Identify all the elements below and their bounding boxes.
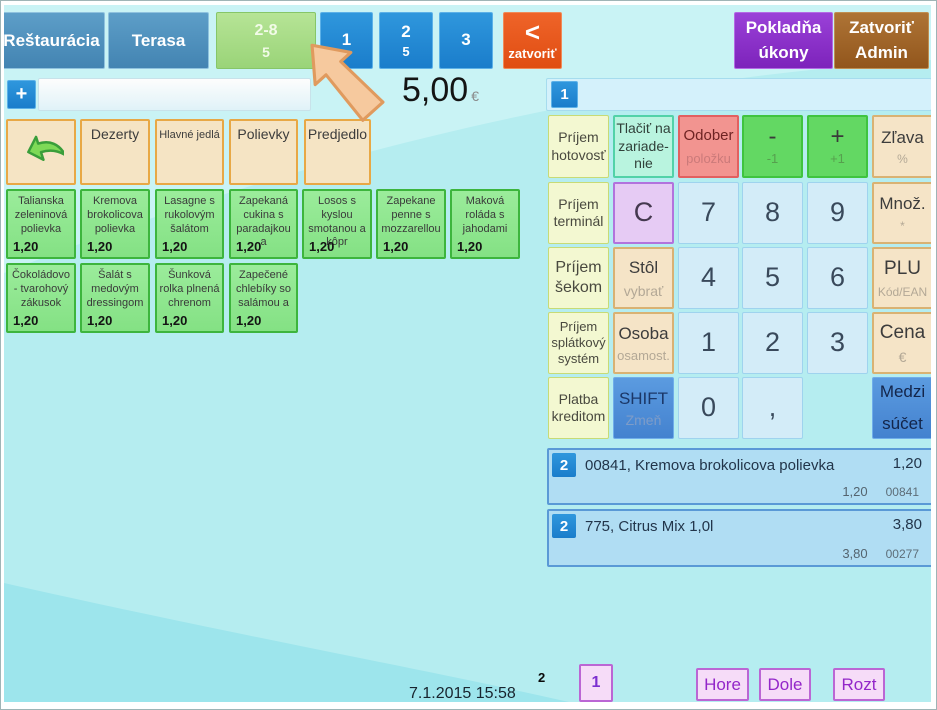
- tab-restauracia[interactable]: Reštaurácia: [4, 12, 105, 69]
- order-qty-badge: 2: [552, 514, 576, 538]
- key-quantity[interactable]: Množ. *: [872, 182, 931, 244]
- category-predjedlo[interactable]: Predjedlo: [304, 119, 371, 185]
- table-button-2-8[interactable]: 2-8 5: [216, 12, 316, 69]
- key-2[interactable]: 2: [742, 312, 803, 374]
- plus-icon: +: [15, 83, 28, 105]
- key-table-select[interactable]: Stôl vybrať: [613, 247, 674, 309]
- key-price[interactable]: Cena €: [872, 312, 931, 374]
- category-back-button[interactable]: [6, 119, 76, 185]
- key-prijem-hotovost[interactable]: Príjem hotovosť: [548, 115, 609, 178]
- product-tile[interactable]: Zapečené chlebíky so salámou a 1,20: [229, 263, 298, 333]
- key-3[interactable]: 3: [807, 312, 868, 374]
- key-prijem-terminal[interactable]: Príjem terminál: [548, 182, 609, 244]
- key-minus[interactable]: - -1: [742, 115, 803, 178]
- tab-label: Reštaurácia: [4, 30, 100, 50]
- order-row[interactable]: 2 775, Citrus Mix 1,0l 3,80 3,80 00277: [547, 509, 931, 567]
- add-button[interactable]: +: [7, 80, 36, 109]
- key-4[interactable]: 4: [678, 247, 739, 309]
- order-item-name: 775, Citrus Mix 1,0l: [585, 518, 714, 535]
- order-item-price: 3,80: [892, 516, 922, 533]
- table-button-2[interactable]: 2 5: [379, 12, 433, 69]
- cursor-arrow-icon: [282, 17, 404, 141]
- page-button[interactable]: 1: [579, 664, 613, 702]
- key-prijem-splatkovy[interactable]: Príjem splátkový systém: [548, 312, 609, 374]
- search-input[interactable]: [38, 78, 311, 111]
- key-print-device[interactable]: Tlačiť na zariade- nie: [613, 115, 674, 178]
- key-clear[interactable]: C: [613, 182, 674, 244]
- key-1[interactable]: 1: [678, 312, 739, 374]
- panel-tab-1[interactable]: 1: [551, 81, 578, 108]
- order-row[interactable]: 2 00841, Kremova brokolicova polievka 1,…: [547, 448, 931, 505]
- key-plus[interactable]: + +1: [807, 115, 868, 178]
- currency-symbol: €: [471, 88, 479, 104]
- key-person[interactable]: Osoba osamost.: [613, 312, 674, 374]
- product-tile[interactable]: Zapekane penne s mozzarellou 1,20: [376, 189, 446, 259]
- product-tile[interactable]: Talianska zeleninová polievka 1,20: [6, 189, 76, 259]
- order-item-price: 1,20: [892, 455, 922, 472]
- key-comma[interactable]: ,: [742, 377, 803, 439]
- key-platba-kreditom[interactable]: Platba kreditom: [548, 377, 609, 439]
- order-qty-badge: 2: [552, 453, 576, 477]
- key-6[interactable]: 6: [807, 247, 868, 309]
- table-button-3[interactable]: 3: [439, 12, 493, 69]
- back-arrow-icon: [27, 135, 64, 162]
- product-tile[interactable]: Šunková rolka plnená chrenom 1,20: [155, 263, 224, 333]
- key-remove-item[interactable]: Odober položku: [678, 115, 739, 178]
- key-discount[interactable]: Zľava %: [872, 115, 931, 178]
- category-hlavne-jedla[interactable]: Hlavné jedlá: [155, 119, 224, 185]
- product-tile[interactable]: Losos s kyslou smotanou a kôpr 1,20: [302, 189, 372, 259]
- key-prijem-sekom[interactable]: Príjem šekom: [548, 247, 609, 309]
- item-count-label: 2: [538, 670, 546, 685]
- total-display: 5,00 €: [334, 71, 479, 110]
- key-7[interactable]: 7: [678, 182, 739, 244]
- back-chevron-icon: <: [524, 16, 541, 47]
- key-shift[interactable]: SHIFT Zmeň: [613, 377, 674, 439]
- cash-actions-button[interactable]: Pokladňa úkony: [734, 12, 833, 69]
- datetime-label: 7.1.2015 15:58: [409, 685, 516, 702]
- plus-icon: +: [830, 123, 845, 151]
- key-plu[interactable]: PLU Kód/EAN: [872, 247, 931, 309]
- expand-button[interactable]: Rozt: [833, 668, 885, 701]
- product-tile[interactable]: Šalát s medovým dressingom 1,20: [80, 263, 150, 333]
- key-0[interactable]: 0: [678, 377, 739, 439]
- minus-icon: -: [768, 123, 777, 151]
- category-dezerty[interactable]: Dezerty: [80, 119, 150, 185]
- tab-terasa[interactable]: Terasa: [108, 12, 209, 69]
- product-tile[interactable]: Čokoládovo - tvarohový zákusok 1,20: [6, 263, 76, 333]
- key-subtotal[interactable]: Medzi súčet: [872, 377, 931, 439]
- category-polievky[interactable]: Polievky: [229, 119, 298, 185]
- tab-label: Terasa: [131, 30, 186, 50]
- close-admin-button[interactable]: Zatvoriť Admin: [834, 12, 929, 69]
- order-item-subline: 1,20 00841: [842, 484, 919, 499]
- key-8[interactable]: 8: [742, 182, 803, 244]
- scroll-up-button[interactable]: Hore: [696, 668, 749, 701]
- product-tile[interactable]: Kremova brokolicova polievka 1,20: [80, 189, 150, 259]
- panel-tab-bar: [546, 78, 931, 111]
- close-button[interactable]: < zatvoriť: [503, 12, 562, 69]
- product-tile[interactable]: Zapekaná cukina s paradajkou a 1,20: [229, 189, 298, 259]
- total-amount: 5,00: [402, 71, 469, 109]
- key-5[interactable]: 5: [742, 247, 803, 309]
- order-item-subline: 3,80 00277: [842, 546, 919, 561]
- product-tile[interactable]: Lasagne s rukolovým šalátom 1,20: [155, 189, 224, 259]
- key-9[interactable]: 9: [807, 182, 868, 244]
- order-item-name: 00841, Kremova brokolicova polievka: [585, 457, 835, 474]
- product-tile[interactable]: Maková roláda s jahodami 1,20: [450, 189, 520, 259]
- scroll-down-button[interactable]: Dole: [759, 668, 811, 701]
